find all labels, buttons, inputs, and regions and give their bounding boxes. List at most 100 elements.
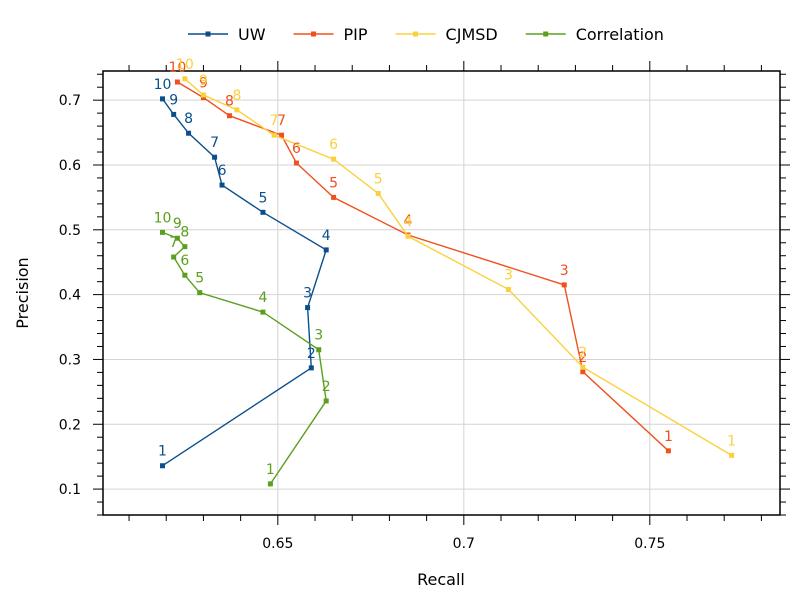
- data-point-uw: [212, 154, 218, 160]
- point-label-correlation: 5: [195, 271, 204, 287]
- y-tick-label: 0.5: [59, 223, 81, 239]
- legend-label: PIP: [344, 25, 368, 44]
- point-label-cjmsd: 4: [404, 214, 413, 230]
- legend: UW PIP CJMSD Correlation: [188, 25, 664, 44]
- data-point-correlation: [323, 398, 329, 404]
- point-label-cjmsd: 3: [504, 267, 513, 283]
- point-label-pip: 2: [578, 350, 587, 366]
- point-label-correlation: 9: [173, 216, 182, 232]
- point-label-uw: 6: [218, 163, 227, 179]
- legend-item-uw: UW: [188, 25, 266, 44]
- data-point-pip: [580, 369, 586, 375]
- data-point-cjmsd: [729, 452, 735, 458]
- point-label-cjmsd: 6: [329, 137, 338, 153]
- y-tick-label: 0.4: [59, 288, 81, 304]
- legend-label: CJMSD: [446, 25, 498, 44]
- axis-ticks: 0.65 0.7 0.75 0.1 0.2 0.3 0.4 0.5 0.6 0.7: [59, 61, 790, 552]
- y-tick-label: 0.2: [59, 417, 81, 433]
- series-cjmsd: [182, 76, 735, 458]
- x-tick-label: 0.65: [262, 536, 293, 552]
- series-pip: [174, 79, 671, 454]
- x-tick-label: 0.75: [634, 536, 665, 552]
- point-label-pip: 10: [168, 60, 186, 76]
- y-tick-label: 0.7: [59, 93, 81, 109]
- data-point-correlation: [182, 272, 188, 278]
- data-point-cjmsd: [375, 191, 381, 197]
- point-label-uw: 5: [258, 190, 267, 206]
- legend-swatch-marker: [543, 31, 549, 37]
- data-point-correlation: [160, 229, 166, 235]
- data-point-uw: [160, 463, 166, 469]
- data-point-cjmsd: [271, 132, 277, 138]
- data-point-correlation: [260, 309, 266, 315]
- point-label-uw: 9: [169, 92, 178, 108]
- data-point-pip: [174, 79, 180, 85]
- data-point-cjmsd: [580, 364, 586, 370]
- data-point-pip: [279, 132, 285, 138]
- point-label-uw: 7: [210, 135, 219, 151]
- data-point-pip: [665, 448, 671, 454]
- data-point-correlation: [197, 290, 203, 296]
- point-label-pip: 3: [560, 263, 569, 279]
- legend-item-cjmsd: CJMSD: [395, 25, 498, 44]
- point-label-cjmsd: 1: [727, 433, 736, 449]
- series-line-uw: [161, 98, 328, 467]
- point-label-pip: 1: [664, 429, 673, 445]
- series-line-correlation: [162, 231, 327, 485]
- data-point-correlation: [171, 254, 177, 260]
- point-label-uw: 3: [303, 286, 312, 302]
- point-label-cjmsd: 7: [270, 113, 279, 129]
- data-point-correlation: [316, 347, 322, 353]
- point-label-cjmsd: 5: [374, 172, 383, 188]
- legend-swatch-marker: [205, 31, 211, 37]
- point-label-pip: 7: [277, 113, 286, 129]
- data-point-uw: [171, 111, 177, 117]
- point-label-uw: 10: [154, 77, 172, 93]
- series-group: [160, 76, 735, 487]
- data-point-cjmsd: [331, 156, 337, 162]
- point-labels: 1234567891012345678910123456789101234567…: [154, 57, 737, 478]
- point-label-uw: 4: [322, 228, 331, 244]
- data-point-cjmsd: [405, 233, 411, 239]
- point-label-correlation: 8: [180, 225, 189, 241]
- data-point-cjmsd: [182, 76, 188, 82]
- y-tick-label: 0.1: [59, 482, 81, 498]
- point-label-cjmsd: 8: [232, 88, 241, 104]
- data-point-uw: [305, 305, 311, 311]
- data-point-pip: [226, 113, 232, 119]
- data-point-pip: [293, 160, 299, 166]
- grid: [103, 71, 780, 515]
- plot-frame: [102, 70, 781, 516]
- data-point-cjmsd: [200, 92, 206, 98]
- y-tick-label: 0.6: [59, 158, 81, 174]
- data-point-uw: [160, 96, 166, 102]
- point-label-correlation: 1: [266, 462, 275, 478]
- point-label-pip: 6: [292, 141, 301, 157]
- point-label-uw: 2: [307, 346, 316, 362]
- point-label-uw: 8: [184, 111, 193, 127]
- legend-item-correlation: Correlation: [525, 25, 664, 44]
- point-label-pip: 8: [225, 94, 234, 110]
- data-point-uw: [219, 182, 225, 188]
- x-tick-label: 0.7: [453, 536, 475, 552]
- y-axis-title: Precision: [13, 257, 32, 328]
- point-label-correlation: 4: [258, 290, 267, 306]
- legend-swatch-marker: [311, 31, 317, 37]
- data-point-pip: [200, 95, 206, 101]
- data-point-correlation: [267, 481, 273, 487]
- data-point-cjmsd: [505, 286, 511, 292]
- data-point-pip: [561, 282, 567, 288]
- data-point-cjmsd: [234, 107, 240, 113]
- series-line-cjmsd: [184, 78, 732, 457]
- point-label-correlation: 3: [314, 328, 323, 344]
- y-tick-label: 0.3: [59, 352, 81, 368]
- point-label-pip: 5: [329, 175, 338, 191]
- legend-label: Correlation: [576, 25, 664, 44]
- x-axis-title: Recall: [417, 570, 465, 589]
- point-label-cjmsd: 2: [578, 345, 587, 361]
- data-point-correlation: [182, 244, 188, 250]
- series-correlation: [160, 229, 329, 487]
- legend-label: UW: [238, 25, 266, 44]
